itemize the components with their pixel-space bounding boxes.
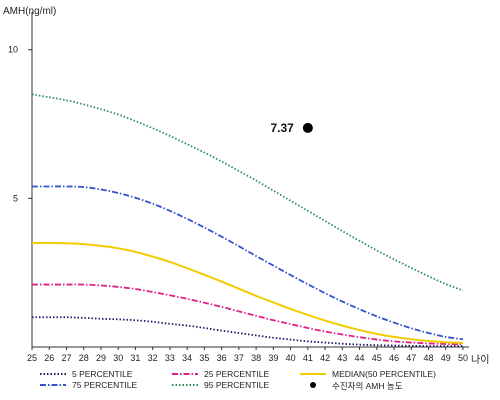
x-tick-label: 42 — [320, 353, 330, 363]
x-tick-label: 26 — [44, 353, 54, 363]
legend-label: 수진자의 AMH 농도 — [332, 381, 403, 391]
legend-label: 75 PERCENTILE — [72, 380, 138, 390]
x-tick-label: 47 — [406, 353, 416, 363]
x-tick-label: 32 — [148, 353, 158, 363]
series-line — [31, 241, 464, 344]
legend-label: 25 PERCENTILE — [204, 369, 270, 379]
legend-label: 5 PERCENTILE — [72, 369, 133, 379]
patient-point-layer: 7.37 — [270, 121, 313, 135]
x-tick-label: 46 — [389, 353, 399, 363]
series-line — [31, 93, 464, 292]
x-tick-label: 30 — [113, 353, 123, 363]
x-tick-label: 49 — [441, 353, 451, 363]
legend-label: 95 PERCENTILE — [204, 380, 270, 390]
x-tick-label: 50 — [458, 353, 468, 363]
legend: 5 PERCENTILE 25 PERCENTILE MEDIAN(50 PERCE… — [40, 369, 436, 391]
series-line — [32, 283, 464, 346]
x-tick-label: 48 — [424, 353, 434, 363]
x-tick-label: 45 — [372, 353, 382, 363]
x-tick-label: 31 — [130, 353, 140, 363]
patient-amh-point — [302, 122, 313, 133]
x-tick-label: 27 — [61, 353, 71, 363]
series-layer — [31, 93, 464, 348]
x-tick-label: 35 — [199, 353, 209, 363]
x-tick-label: 28 — [79, 353, 89, 363]
x-tick-label: 37 — [234, 353, 244, 363]
legend-point-marker — [310, 382, 316, 388]
patient-amh-value-label: 7.37 — [270, 121, 294, 135]
legend-label: MEDIAN(50 PERCENTILE) — [332, 369, 436, 379]
x-tick-label: 36 — [217, 353, 227, 363]
x-tick-label: 44 — [355, 353, 365, 363]
series-line — [31, 316, 463, 348]
x-tick-label: 43 — [337, 353, 347, 363]
x-tick-label: 33 — [165, 353, 175, 363]
x-tick-label: 39 — [268, 353, 278, 363]
axes: 25 26 27 28 29 30 31 32 33 34 35 36 37 38 39 40 41 42 43 44… — [8, 12, 469, 363]
x-tick-label: 34 — [182, 353, 192, 363]
x-tick-label: 29 — [96, 353, 106, 363]
series-line — [31, 185, 464, 341]
x-axis-label: 나이 — [471, 354, 489, 366]
x-tick-label: 41 — [303, 353, 313, 363]
y-axis-label: AMH(ng/ml) — [3, 6, 56, 17]
x-tick-label: 40 — [286, 353, 296, 363]
y-tick-label: 5 — [13, 193, 18, 203]
x-tick-label: 38 — [251, 353, 261, 363]
x-tick-label: 25 — [27, 353, 37, 363]
y-tick-label: 10 — [8, 45, 18, 55]
